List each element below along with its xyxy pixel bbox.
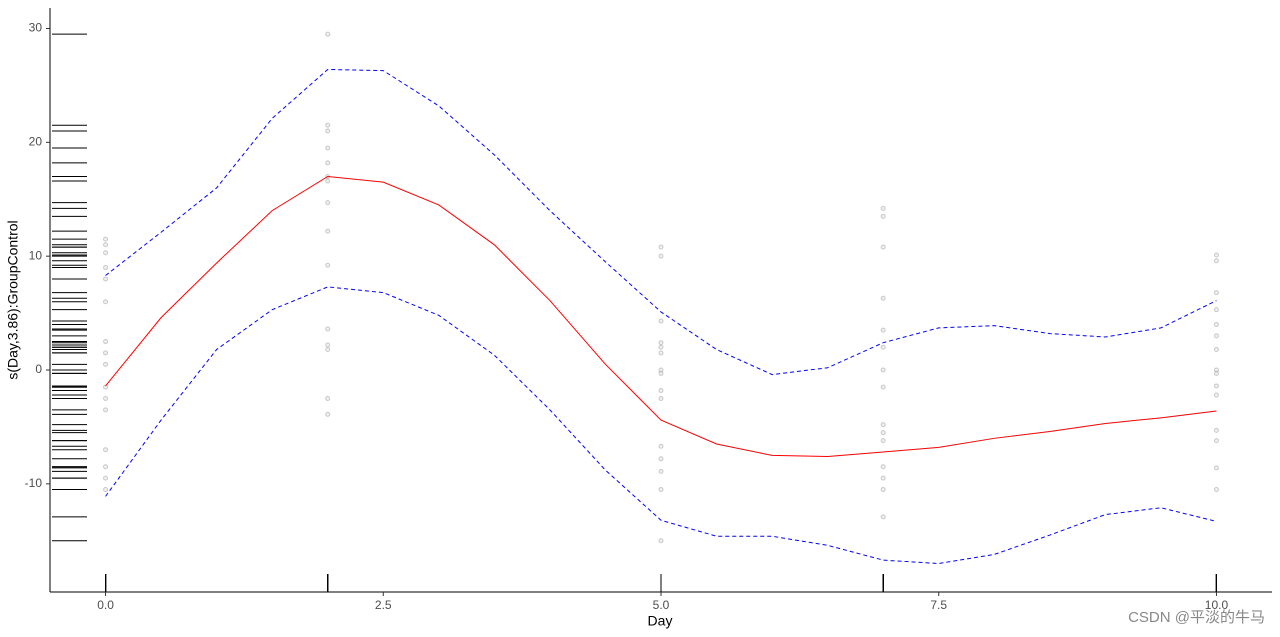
point [880, 327, 886, 333]
y-tick-label: 20 [29, 135, 43, 149]
point [103, 447, 109, 453]
point [880, 430, 886, 436]
point [658, 538, 664, 544]
point [325, 326, 331, 332]
point [103, 361, 109, 367]
confidence-band [105, 286, 1217, 565]
point [1213, 307, 1219, 313]
point [325, 128, 331, 134]
point [880, 367, 886, 373]
point [880, 213, 886, 219]
point [325, 347, 331, 353]
point [325, 122, 331, 128]
x-tick-label: 10.0 [1205, 598, 1229, 612]
confidence-band [105, 68, 1217, 376]
point [325, 178, 331, 184]
point [880, 438, 886, 444]
y-tick-label: 0 [35, 362, 42, 376]
point [658, 456, 664, 462]
point [325, 411, 331, 417]
point [658, 468, 664, 474]
point [1213, 370, 1219, 376]
point [658, 253, 664, 259]
point [1213, 367, 1219, 373]
point [1213, 258, 1219, 264]
point [103, 487, 109, 493]
point [880, 295, 886, 301]
point [103, 276, 109, 282]
point [880, 244, 886, 250]
point [880, 487, 886, 493]
point [325, 31, 331, 37]
point [1213, 465, 1219, 471]
point [658, 395, 664, 401]
point [1213, 383, 1219, 389]
point [880, 514, 886, 520]
point [658, 487, 664, 493]
point [325, 145, 331, 151]
point [1213, 333, 1219, 339]
point [103, 236, 109, 242]
point [658, 350, 664, 356]
point [658, 318, 664, 324]
x-tick-label: 0.0 [97, 598, 114, 612]
x-tick-label: 2.5 [375, 598, 392, 612]
y-tick-label: 10 [29, 248, 43, 262]
x-axis-title: Day [648, 613, 673, 629]
y-axis-title: s(Day,3.86):GroupControl [5, 220, 21, 379]
fit-line [105, 175, 1217, 458]
point [880, 384, 886, 390]
point [1213, 427, 1219, 433]
point [325, 395, 331, 401]
point [1213, 321, 1219, 327]
point [103, 299, 109, 305]
point [103, 384, 109, 390]
point [103, 350, 109, 356]
point [325, 228, 331, 234]
point [880, 422, 886, 428]
point [103, 242, 109, 248]
y-tick-label: -10 [25, 476, 43, 490]
point [880, 344, 886, 350]
point [103, 464, 109, 470]
point [1213, 392, 1219, 398]
point [103, 265, 109, 271]
point [658, 244, 664, 250]
point [658, 340, 664, 346]
point [658, 443, 664, 449]
point [1213, 487, 1219, 493]
point [325, 200, 331, 206]
point [880, 464, 886, 470]
x-tick-label: 7.5 [930, 598, 947, 612]
point [658, 344, 664, 350]
point [880, 205, 886, 211]
watermark: CSDN @平淡的牛马 [1128, 609, 1265, 626]
point [103, 395, 109, 401]
point [658, 367, 664, 373]
x-tick-label: 5.0 [653, 598, 670, 612]
point [325, 262, 331, 268]
point [1213, 347, 1219, 353]
point [325, 342, 331, 348]
point [103, 250, 109, 256]
point [1213, 252, 1219, 258]
point [658, 388, 664, 394]
point [325, 160, 331, 166]
point [103, 475, 109, 481]
point [1213, 290, 1219, 296]
point [1213, 438, 1219, 444]
y-tick-label: 30 [29, 21, 43, 35]
point [103, 339, 109, 345]
point [103, 407, 109, 413]
point [658, 370, 664, 376]
point [880, 475, 886, 481]
